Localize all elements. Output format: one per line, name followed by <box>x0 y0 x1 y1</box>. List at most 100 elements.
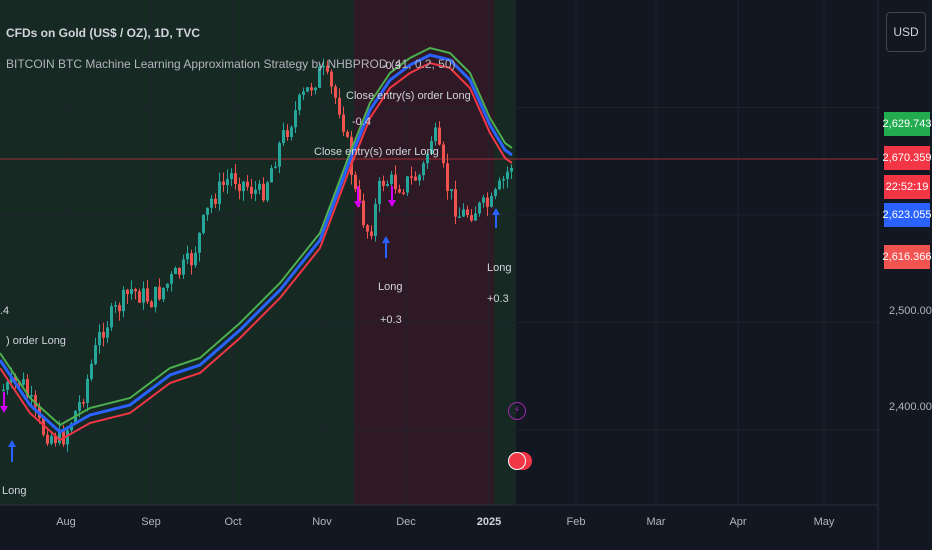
candle-body <box>238 183 241 192</box>
candle-body <box>230 173 233 180</box>
candle-body <box>266 182 269 201</box>
candle-body <box>162 287 165 300</box>
trade-annotation: Long <box>2 485 27 497</box>
long-entry-arrow-head <box>382 236 390 243</box>
candle-body <box>218 181 221 204</box>
candle-body <box>446 163 449 192</box>
trade-annotation: Long <box>378 281 403 293</box>
band-mid-line <box>0 53 513 434</box>
candle-body <box>470 215 473 221</box>
trade-annotation: -0.3 <box>382 60 401 72</box>
trade-annotation: -0.4 <box>352 116 371 128</box>
candle-body <box>506 171 509 179</box>
candle-body <box>90 363 93 379</box>
x-tick-label: Apr <box>729 516 747 528</box>
candle-body <box>510 167 513 172</box>
candle-body <box>142 288 145 303</box>
candle-body <box>366 225 369 232</box>
candle-body <box>498 180 501 190</box>
strategy-legend[interactable]: BITCOIN BTC Machine Learning Approximati… <box>6 57 456 71</box>
us-flag-event-icon[interactable] <box>508 452 526 470</box>
candle-body <box>82 402 85 404</box>
candle-body <box>294 110 297 128</box>
candle-body <box>322 65 325 68</box>
trade-annotation: +0.3 <box>487 293 509 305</box>
candle-body <box>334 86 337 98</box>
lightning-event-icon[interactable]: ⚡ <box>508 402 526 420</box>
candle-body <box>150 301 153 308</box>
candle-body <box>422 163 425 176</box>
candle-body <box>242 181 245 192</box>
x-tick-label: Aug <box>56 516 76 528</box>
y-tick-label: 2,400.000 <box>889 401 932 413</box>
candle-body <box>178 268 181 275</box>
candle-body <box>274 166 277 169</box>
currency-button[interactable]: USD <box>886 12 926 52</box>
candle-body <box>454 189 457 217</box>
long-zone <box>494 0 516 505</box>
candle-body <box>494 189 497 196</box>
price-tag-countdown: 22:52:19 <box>884 175 930 199</box>
x-tick-label: Sep <box>141 516 161 528</box>
candle-body <box>402 192 405 195</box>
candle-body <box>482 197 485 203</box>
candle-body <box>34 395 37 407</box>
candle-body <box>254 189 257 194</box>
long-zone <box>0 0 354 505</box>
x-tick-label: Mar <box>646 516 666 528</box>
candle-body <box>54 436 57 444</box>
candle-body <box>234 173 237 184</box>
candle-body <box>286 130 289 137</box>
candle-body <box>330 71 333 87</box>
symbol-title: CFDs on Gold (US$ / OZ), 1D, TVC <box>6 26 201 40</box>
candle-body <box>222 181 225 185</box>
trade-annotation: +0.3 <box>380 314 402 326</box>
candle-body <box>94 345 97 364</box>
trade-annotation: Close entry(s) order Long <box>346 90 471 102</box>
candle-body <box>58 429 61 444</box>
candle-body <box>390 174 393 184</box>
candle-body <box>326 65 329 72</box>
candle-body <box>478 202 481 214</box>
candle-body <box>474 213 477 221</box>
candle-body <box>258 183 261 190</box>
candle-body <box>314 87 317 91</box>
y-tick-label: 2,500.000 <box>889 305 932 317</box>
candle-body <box>302 91 305 95</box>
candle-body <box>198 232 201 253</box>
candles <box>2 58 513 453</box>
exit-arrow-head <box>388 200 396 207</box>
x-tick-label: Oct <box>224 516 242 528</box>
candle-body <box>338 97 341 115</box>
candle-body <box>114 305 117 307</box>
candle-body <box>154 286 157 308</box>
price-tag-band-mid: 2,623.055 <box>883 203 931 227</box>
grid <box>0 0 878 505</box>
candle-body <box>282 130 285 144</box>
candle-body <box>210 198 213 208</box>
candle-body <box>426 154 429 164</box>
candle-body <box>214 198 217 204</box>
candle-body <box>202 214 205 233</box>
candle-body <box>382 180 385 186</box>
candle-body <box>110 306 113 328</box>
candle-body <box>26 379 29 397</box>
candle-body <box>370 231 373 236</box>
trade-arrows <box>0 186 500 462</box>
candle-body <box>182 259 185 275</box>
candle-body <box>438 127 441 145</box>
candle-body <box>158 286 161 300</box>
long-entry-arrow-head <box>8 440 16 447</box>
candle-body <box>250 186 253 194</box>
candle-body <box>398 189 401 193</box>
long-entry-arrow-head <box>492 208 500 215</box>
exit-arrow-head <box>0 406 8 413</box>
candle-body <box>410 176 413 178</box>
candle-body <box>466 209 469 216</box>
band-upper-line <box>0 46 513 427</box>
candle-body <box>486 197 489 207</box>
candle-body <box>50 436 53 444</box>
candle-body <box>502 178 505 181</box>
candle-body <box>170 274 173 284</box>
